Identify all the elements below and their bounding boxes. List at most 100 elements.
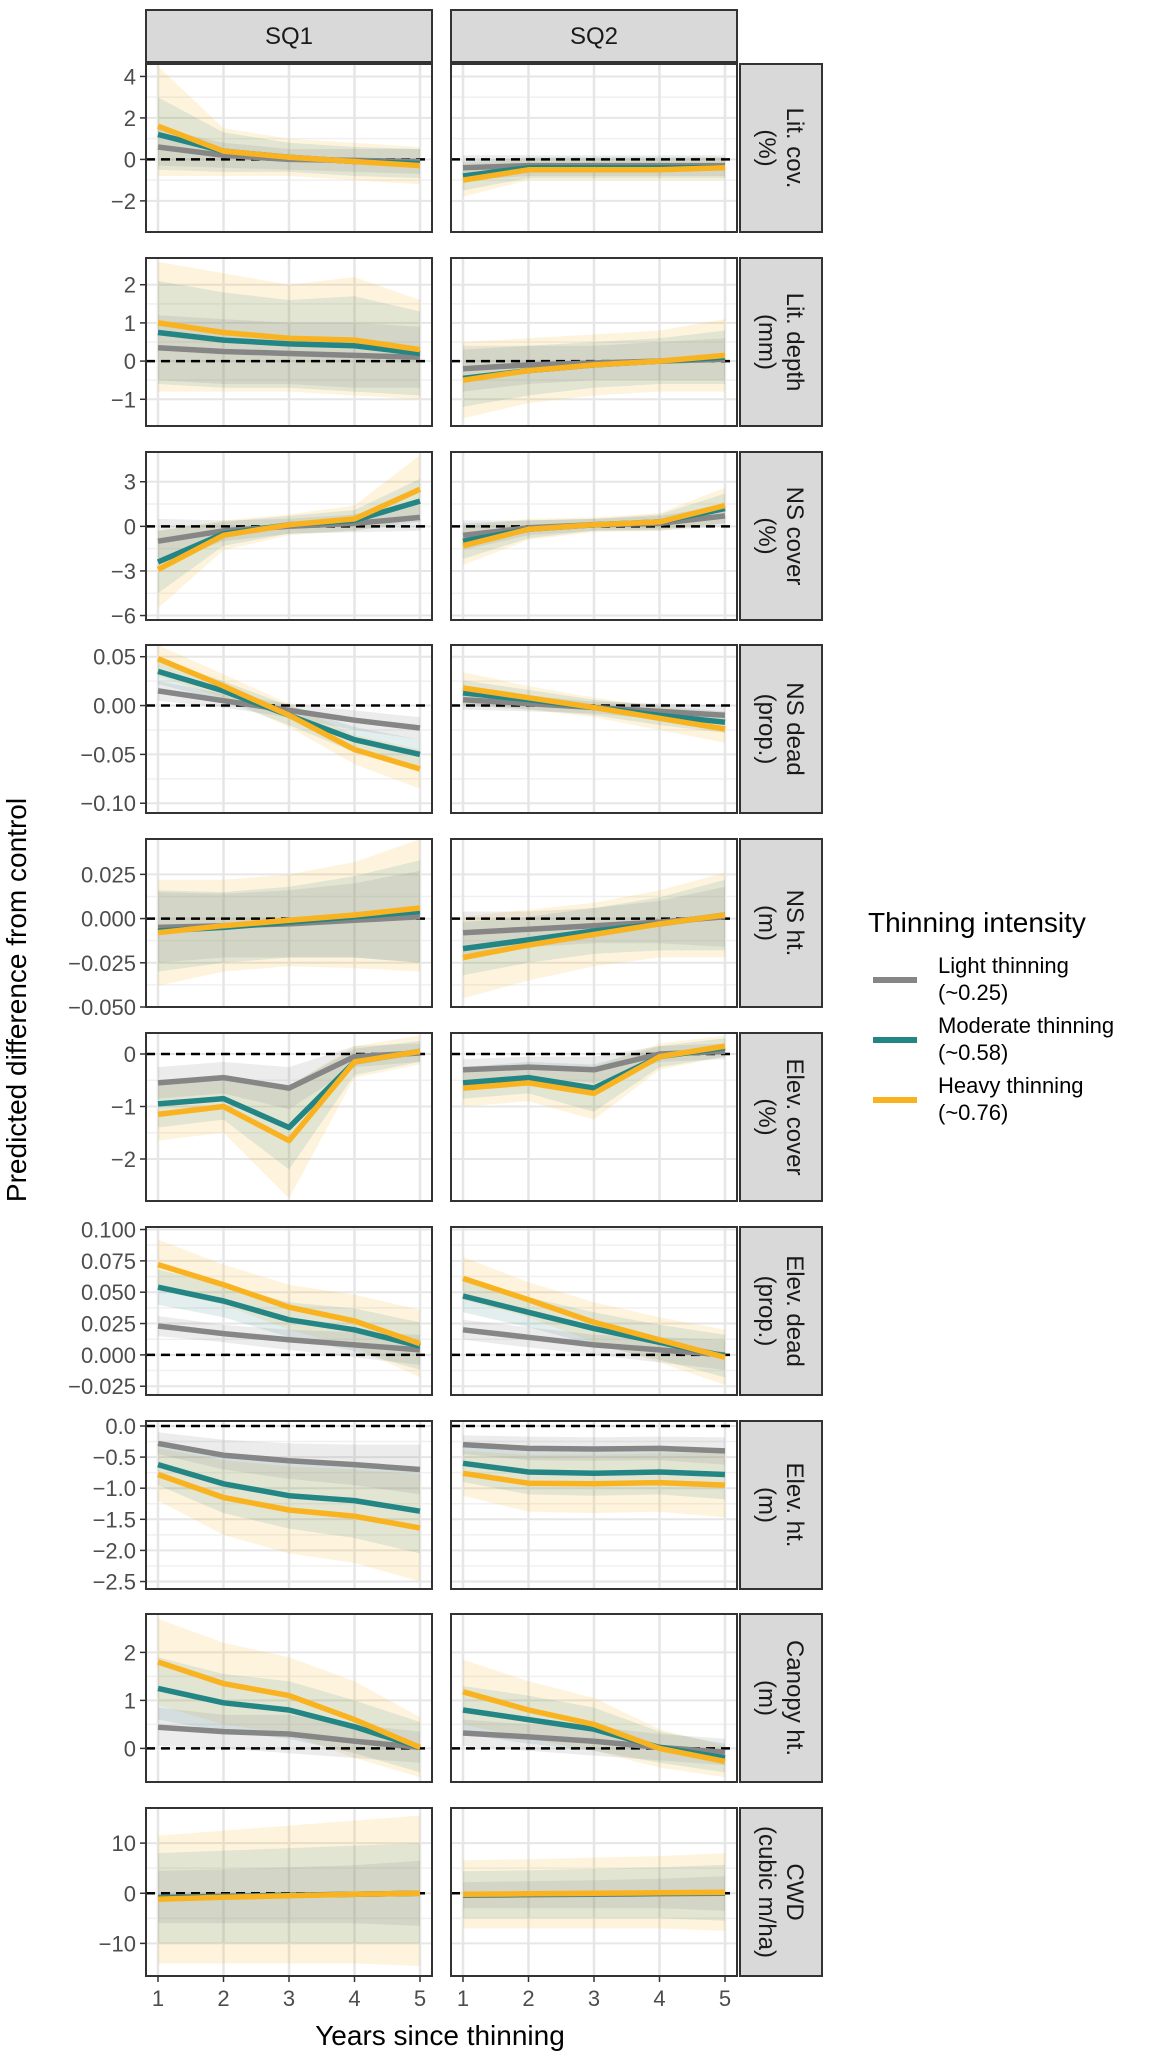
panel-border bbox=[450, 257, 738, 427]
facet-row-10: CWD(cubic m/ha) 10 0 −10 1 2 3 4 5 1 2 3 4 5 bbox=[99, 1807, 823, 2011]
y-tick-label: 0.025 bbox=[81, 1312, 136, 1337]
y-tick-label: −2 bbox=[111, 1147, 136, 1172]
y-tick-label: 0.025 bbox=[81, 862, 136, 887]
y-tick-label: 0 bbox=[124, 349, 136, 374]
series-line-heavy bbox=[157, 1890, 421, 1903]
x-tick-label: 5 bbox=[719, 1986, 731, 2011]
facet-row-3: NS cover(%) 3 0 −3 −6 bbox=[111, 451, 823, 629]
row-strip-label-line: (mm) bbox=[753, 314, 780, 370]
row-strip: NS dead(prop.) bbox=[739, 644, 823, 814]
y-tick-label: 0.000 bbox=[81, 1343, 136, 1368]
series-line-heavy bbox=[157, 1659, 422, 1750]
row-strip-label-line: NS dead bbox=[781, 682, 808, 775]
row-strip-bg bbox=[739, 644, 823, 814]
series-group bbox=[146, 66, 432, 185]
series-group bbox=[146, 1618, 432, 1778]
panel-border bbox=[450, 1226, 738, 1396]
series-group bbox=[451, 487, 737, 565]
series-group bbox=[451, 1035, 737, 1120]
y-tick-label: −1 bbox=[111, 1095, 136, 1120]
legend: Thinning intensity Light thinning (~0.25… bbox=[868, 907, 1114, 1125]
row-strip: Canopy ht.(m) bbox=[739, 1613, 823, 1783]
row-strip: Elev. cover(%) bbox=[739, 1032, 823, 1202]
ci-band-heavy bbox=[158, 455, 420, 609]
facet-panel-sq1 bbox=[145, 838, 433, 1008]
y-tick-label: 10 bbox=[112, 1831, 136, 1856]
legend-entry-light: Light thinning (~0.25) bbox=[873, 953, 1069, 1005]
row-strip-bg bbox=[739, 257, 823, 427]
row-strip-bg bbox=[739, 451, 823, 621]
y-tick-label: 2 bbox=[124, 1640, 136, 1665]
row-strip-bg bbox=[739, 1807, 823, 1977]
facet-panel-sq1 bbox=[145, 257, 433, 427]
y-tick-label: 0.00 bbox=[93, 694, 136, 719]
facet-panel-sq2 bbox=[450, 1032, 738, 1202]
y-tick-label: 0.000 bbox=[81, 907, 136, 932]
y-tick-label: 0 bbox=[124, 1881, 136, 1906]
facet-row-9: Canopy ht.(m) 2 1 0 bbox=[124, 1613, 823, 1783]
series-line-heavy bbox=[462, 685, 726, 732]
panel-border bbox=[145, 257, 433, 427]
row-strip-label-line: (cubic m/ha) bbox=[753, 1826, 780, 1958]
facet-panel-sq1 bbox=[145, 644, 433, 814]
panel-border bbox=[145, 63, 433, 233]
y-tick-label: 0.100 bbox=[81, 1218, 136, 1243]
legend-label-light-line2: (~0.25) bbox=[938, 980, 1008, 1005]
panel-border bbox=[450, 1420, 738, 1590]
row-strip-label-line: Lit. cov. bbox=[781, 108, 808, 189]
facet-panel-sq1 bbox=[145, 1226, 433, 1396]
panel-border bbox=[145, 1613, 433, 1783]
y-tick-label: −1.5 bbox=[93, 1507, 136, 1532]
facet-panel-sq2 bbox=[450, 1420, 738, 1590]
series-group bbox=[146, 839, 432, 986]
series-line-heavy bbox=[157, 1048, 421, 1144]
series-line-heavy bbox=[157, 905, 421, 936]
series-line-moderate bbox=[157, 1685, 421, 1751]
series-line-heavy bbox=[157, 123, 421, 169]
row-strip-label-line: (m) bbox=[753, 1680, 780, 1716]
row-strip-label-line: (prop.) bbox=[753, 694, 780, 765]
row-strip-label-line: Canopy ht. bbox=[781, 1640, 808, 1756]
series-line-heavy bbox=[156, 656, 421, 772]
y-tick-label: 4 bbox=[124, 64, 136, 89]
legend-title: Thinning intensity bbox=[868, 907, 1086, 938]
y-tick-label: 2 bbox=[124, 106, 136, 131]
row-strip-label: NS ht.(m) bbox=[753, 890, 808, 957]
facet-strip-label: SQ1 bbox=[265, 23, 313, 50]
y-tick-label: −1 bbox=[111, 387, 136, 412]
y-tick-label: 0.050 bbox=[81, 1280, 136, 1305]
series-group bbox=[146, 1035, 432, 1199]
row-strip-label-line: NS cover bbox=[781, 487, 808, 586]
x-tick-label: 3 bbox=[588, 1986, 600, 2011]
row-strip-bg bbox=[739, 1420, 823, 1590]
series-line-heavy bbox=[157, 1471, 421, 1531]
row-strip: NS ht.(m) bbox=[739, 838, 823, 1008]
series-line-moderate bbox=[157, 1461, 421, 1514]
row-strip-label-line: (prop.) bbox=[753, 1276, 780, 1347]
series-group bbox=[451, 1424, 737, 1518]
row-strip-label: Elev. dead(prop.) bbox=[753, 1255, 808, 1367]
legend-label-light-line1: Light thinning bbox=[938, 953, 1069, 978]
ci-band-heavy bbox=[158, 1815, 420, 1966]
series-group bbox=[451, 155, 737, 197]
y-tick-label: −0.10 bbox=[80, 791, 136, 816]
row-strip-label: Lit. cov.(%) bbox=[753, 108, 808, 189]
y-tick-label: 1 bbox=[124, 311, 136, 336]
y-tick-label: 0.075 bbox=[81, 1249, 136, 1274]
series-group bbox=[146, 1815, 432, 1966]
facet-strip-bg bbox=[450, 9, 738, 63]
y-tick-label: −10 bbox=[99, 1931, 136, 1956]
facet-strip-bg bbox=[145, 9, 433, 63]
panel-border bbox=[450, 1613, 738, 1783]
x-tick-label: 4 bbox=[348, 1986, 360, 2011]
facet-panel-sq1 bbox=[145, 1613, 433, 1783]
row-strip: CWD(cubic m/ha) bbox=[739, 1807, 823, 1977]
series-line-heavy bbox=[462, 1889, 726, 1898]
y-tick-label: 0 bbox=[124, 1736, 136, 1761]
series-line-heavy bbox=[462, 1043, 726, 1097]
x-axis-title: Years since thinning bbox=[315, 2020, 565, 2051]
facet-row-8: Elev. ht.(m) 0.0 −0.5 −1.0 −1.5 −2.0 −2.5 bbox=[93, 1414, 823, 1595]
series-line-heavy bbox=[156, 486, 422, 572]
row-strip-label-line: (%) bbox=[753, 517, 780, 554]
row-strip-bg bbox=[739, 1226, 823, 1396]
